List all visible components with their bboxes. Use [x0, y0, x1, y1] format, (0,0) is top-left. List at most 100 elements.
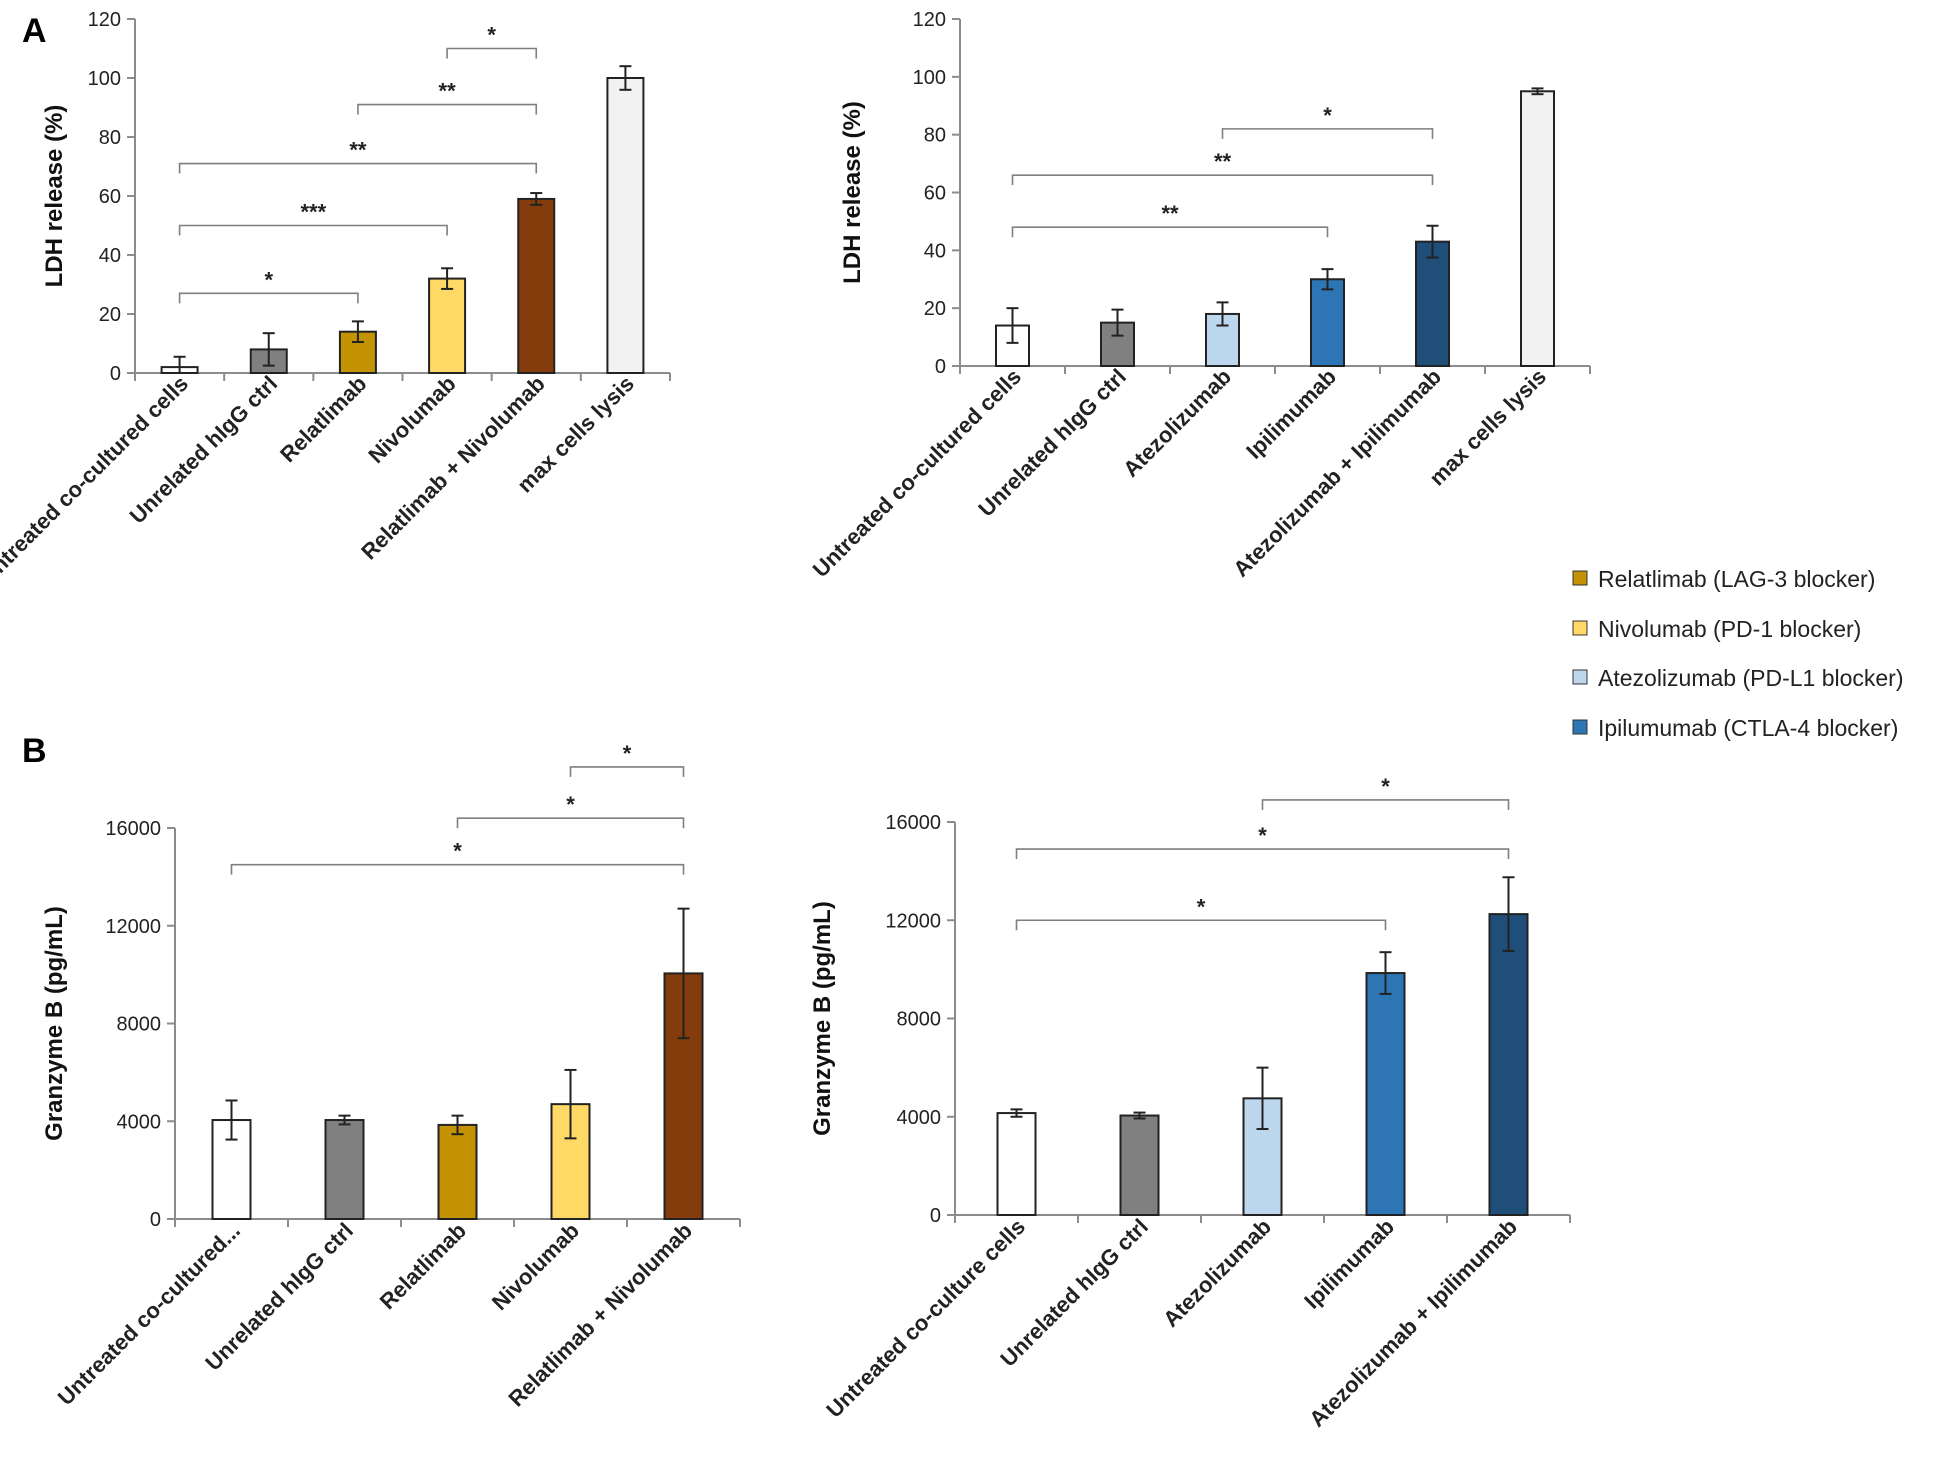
legend-swatch-atezolizumab	[1572, 669, 1588, 685]
y-tick-label: 20	[924, 298, 946, 320]
significance-bracket	[1015, 848, 1510, 860]
x-category-label: Ipilimumab	[1299, 1214, 1399, 1314]
y-tick-label: 4000	[117, 1111, 162, 1133]
y-tick-label: 8000	[117, 1014, 162, 1036]
significance-label: *	[1197, 894, 1206, 919]
x-category-label: Atezolizumab	[1118, 364, 1236, 482]
y-tick-label: 40	[924, 240, 946, 262]
y-tick-label: 4000	[897, 1107, 942, 1129]
legend-swatch-nivolumab	[1572, 620, 1588, 636]
significance-label: *	[1381, 774, 1390, 799]
significance-bracket	[178, 292, 359, 304]
x-category-label: Untreated co-cultured...	[53, 1218, 245, 1410]
chart-a-right: 0 20 40 60 80 100 120 LDH release (%) Untreated …	[808, 9, 1591, 582]
significance-label: **	[349, 138, 367, 163]
y-tick-label: 120	[913, 9, 946, 31]
y-tick-label: 12000	[105, 916, 161, 938]
y-axis-label: LDH release (%)	[41, 105, 68, 288]
y-tick-label: 40	[99, 245, 121, 267]
y-tick-label: 100	[88, 68, 121, 90]
significance-label: *	[1323, 103, 1332, 128]
y-tick-label: 16000	[105, 818, 161, 840]
significance-bracket	[1011, 174, 1434, 186]
x-category-label: Ipilimumab	[1241, 364, 1341, 464]
x-category-label: Untreated co-cultured cells	[808, 364, 1026, 582]
significance-label: **	[1161, 201, 1179, 226]
x-category-label: Relatlimab	[375, 1218, 471, 1314]
bar	[1488, 913, 1529, 1216]
y-axis-label: LDH release (%)	[839, 101, 866, 284]
significance-label: *	[623, 741, 632, 766]
significance-bracket	[230, 863, 685, 875]
bar	[1520, 90, 1555, 368]
y-tick-label: 0	[110, 363, 121, 385]
bar	[1119, 1114, 1160, 1216]
y-tick-label: 0	[935, 356, 946, 378]
y-tick-label: 0	[930, 1205, 941, 1227]
significance-bracket	[1261, 799, 1510, 810]
significance-label: **	[1214, 149, 1232, 174]
x-category-label: Relatlimab + Nivolumab	[356, 371, 550, 565]
legend-swatch-ipilumumab	[1572, 719, 1588, 735]
legend-swatch-relatlimab	[1572, 570, 1588, 586]
significance-bracket	[1011, 226, 1329, 238]
significance-label: *	[566, 792, 575, 817]
bar	[1242, 1097, 1283, 1216]
y-tick-label: 12000	[885, 910, 941, 932]
x-category-label: Atezolizumab + Ipilimumab	[1228, 364, 1446, 582]
bar	[1365, 972, 1406, 1217]
y-tick-label: 120	[88, 9, 121, 31]
significance-bracket	[446, 47, 538, 59]
significance-bracket	[178, 162, 538, 174]
y-axis-label: Granzyme B (pg/mL)	[41, 906, 68, 1141]
chart-b-right: 0 4000 8000 12000 16000 Granzyme B (pg/mL) Unt…	[809, 774, 1571, 1432]
significance-label: **	[439, 79, 457, 104]
y-tick-label: 80	[99, 127, 121, 149]
panel-label-a: A	[22, 12, 47, 50]
legend-label-atezolizumab: Atezolizumab (PD-L1 blocker)	[1598, 665, 1904, 691]
significance-bracket	[357, 103, 538, 115]
x-category-label: Unrelated hIgG ctrl	[125, 371, 283, 529]
legend: Relatlimab (LAG-3 blocker) Nivolumab (PD…	[1572, 566, 1904, 741]
y-tick-label: 16000	[885, 812, 941, 834]
bar	[606, 77, 645, 374]
y-axis-label: Granzyme B (pg/mL)	[809, 901, 836, 1136]
significance-label: ***	[300, 200, 326, 225]
x-category-label: Nivolumab	[363, 371, 460, 468]
x-category-label: Atezolizumab + Ipilimumab	[1304, 1214, 1522, 1432]
x-category-label: Relatlimab	[275, 371, 371, 467]
y-tick-label: 80	[924, 125, 946, 147]
significance-bracket	[456, 817, 685, 829]
bar	[428, 277, 467, 375]
bar	[437, 1123, 478, 1221]
bar	[324, 1119, 365, 1220]
y-tick-label: 60	[99, 186, 121, 208]
y-tick-label: 0	[150, 1209, 161, 1231]
bar	[1310, 278, 1345, 367]
y-tick-label: 20	[99, 304, 121, 326]
panel-label-b: B	[22, 732, 47, 770]
x-category-label: Atezolizumab	[1158, 1214, 1276, 1332]
significance-bracket	[1015, 919, 1387, 931]
legend-label-nivolumab: Nivolumab (PD-1 blocker)	[1598, 616, 1861, 642]
significance-label: *	[264, 267, 273, 292]
significance-bracket	[1221, 128, 1434, 139]
x-category-label: Relatlimab + Nivolumab	[503, 1218, 697, 1412]
bar	[1415, 240, 1450, 368]
y-tick-label: 100	[913, 67, 946, 89]
significance-label: *	[453, 839, 462, 864]
legend-label-relatlimab: Relatlimab (LAG-3 blocker)	[1598, 566, 1875, 592]
y-tick-label: 60	[924, 183, 946, 205]
bar	[517, 197, 556, 374]
significance-label: *	[1258, 823, 1267, 848]
x-category-label: Nivolumab	[487, 1218, 584, 1315]
x-category-label: Untreated co-culture cells	[821, 1214, 1030, 1423]
y-tick-label: 8000	[897, 1009, 942, 1031]
chart-b-left: 0 4000 8000 12000 16000 Granzyme B (pg/mL) Unt…	[41, 741, 741, 1412]
significance-label: *	[487, 23, 496, 48]
significance-bracket	[569, 766, 685, 777]
legend-label-ipilumumab: Ipilumumab (CTLA-4 blocker)	[1598, 715, 1898, 741]
significance-bracket	[178, 224, 448, 236]
